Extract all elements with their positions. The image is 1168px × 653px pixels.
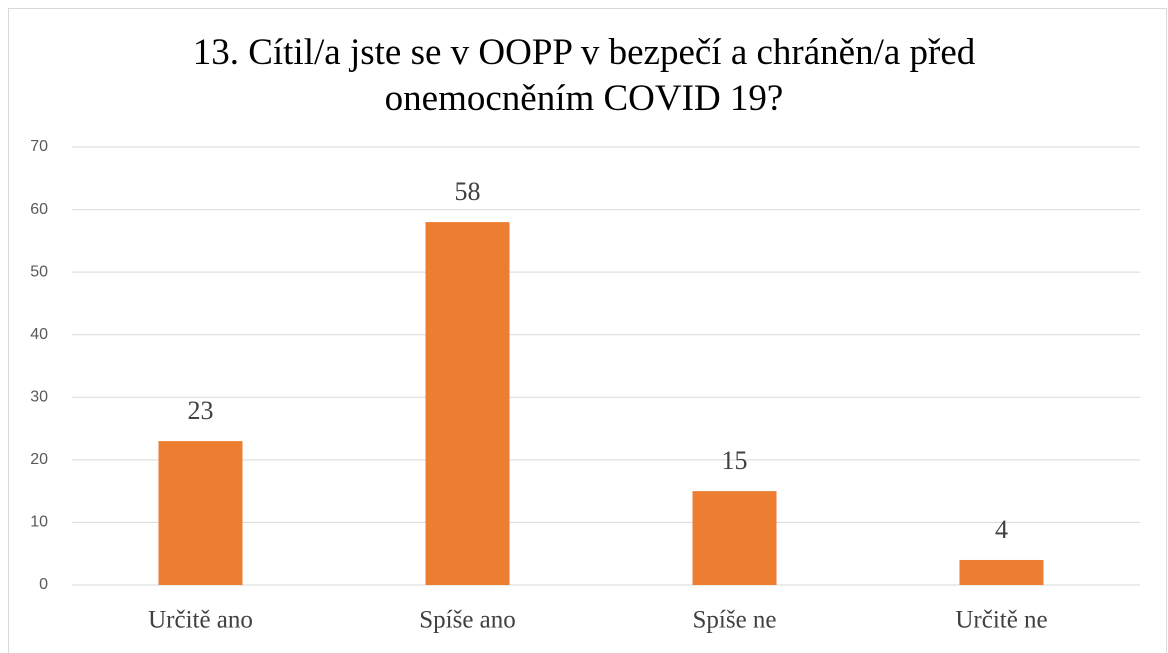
y-tick-label: 30 [30, 389, 48, 406]
y-tick-label: 70 [30, 138, 48, 155]
chart-title: 13. Cítil/a jste se v OOPP v bezpečí a c… [192, 32, 976, 119]
y-tick-label: 50 [30, 263, 48, 280]
x-tick-label: Určitě ano [148, 607, 253, 634]
data-label: 15 [722, 446, 748, 475]
y-tick-label: 40 [30, 326, 48, 343]
x-tick-label: Spíše ano [419, 607, 516, 634]
y-tick-label: 20 [30, 451, 48, 468]
bar [425, 222, 510, 586]
data-label: 58 [455, 177, 481, 206]
x-tick-label: Spíše ne [692, 607, 776, 634]
y-tick-label: 10 [30, 514, 48, 531]
y-tick-label: 60 [30, 201, 48, 218]
bar [158, 441, 243, 585]
data-label: 23 [188, 396, 214, 425]
y-tick-label: 0 [39, 576, 48, 593]
bar [959, 559, 1044, 585]
bar [692, 491, 777, 585]
x-tick-label: Určitě ne [955, 607, 1047, 634]
chart-border [8, 8, 1167, 653]
data-label: 4 [995, 515, 1008, 544]
